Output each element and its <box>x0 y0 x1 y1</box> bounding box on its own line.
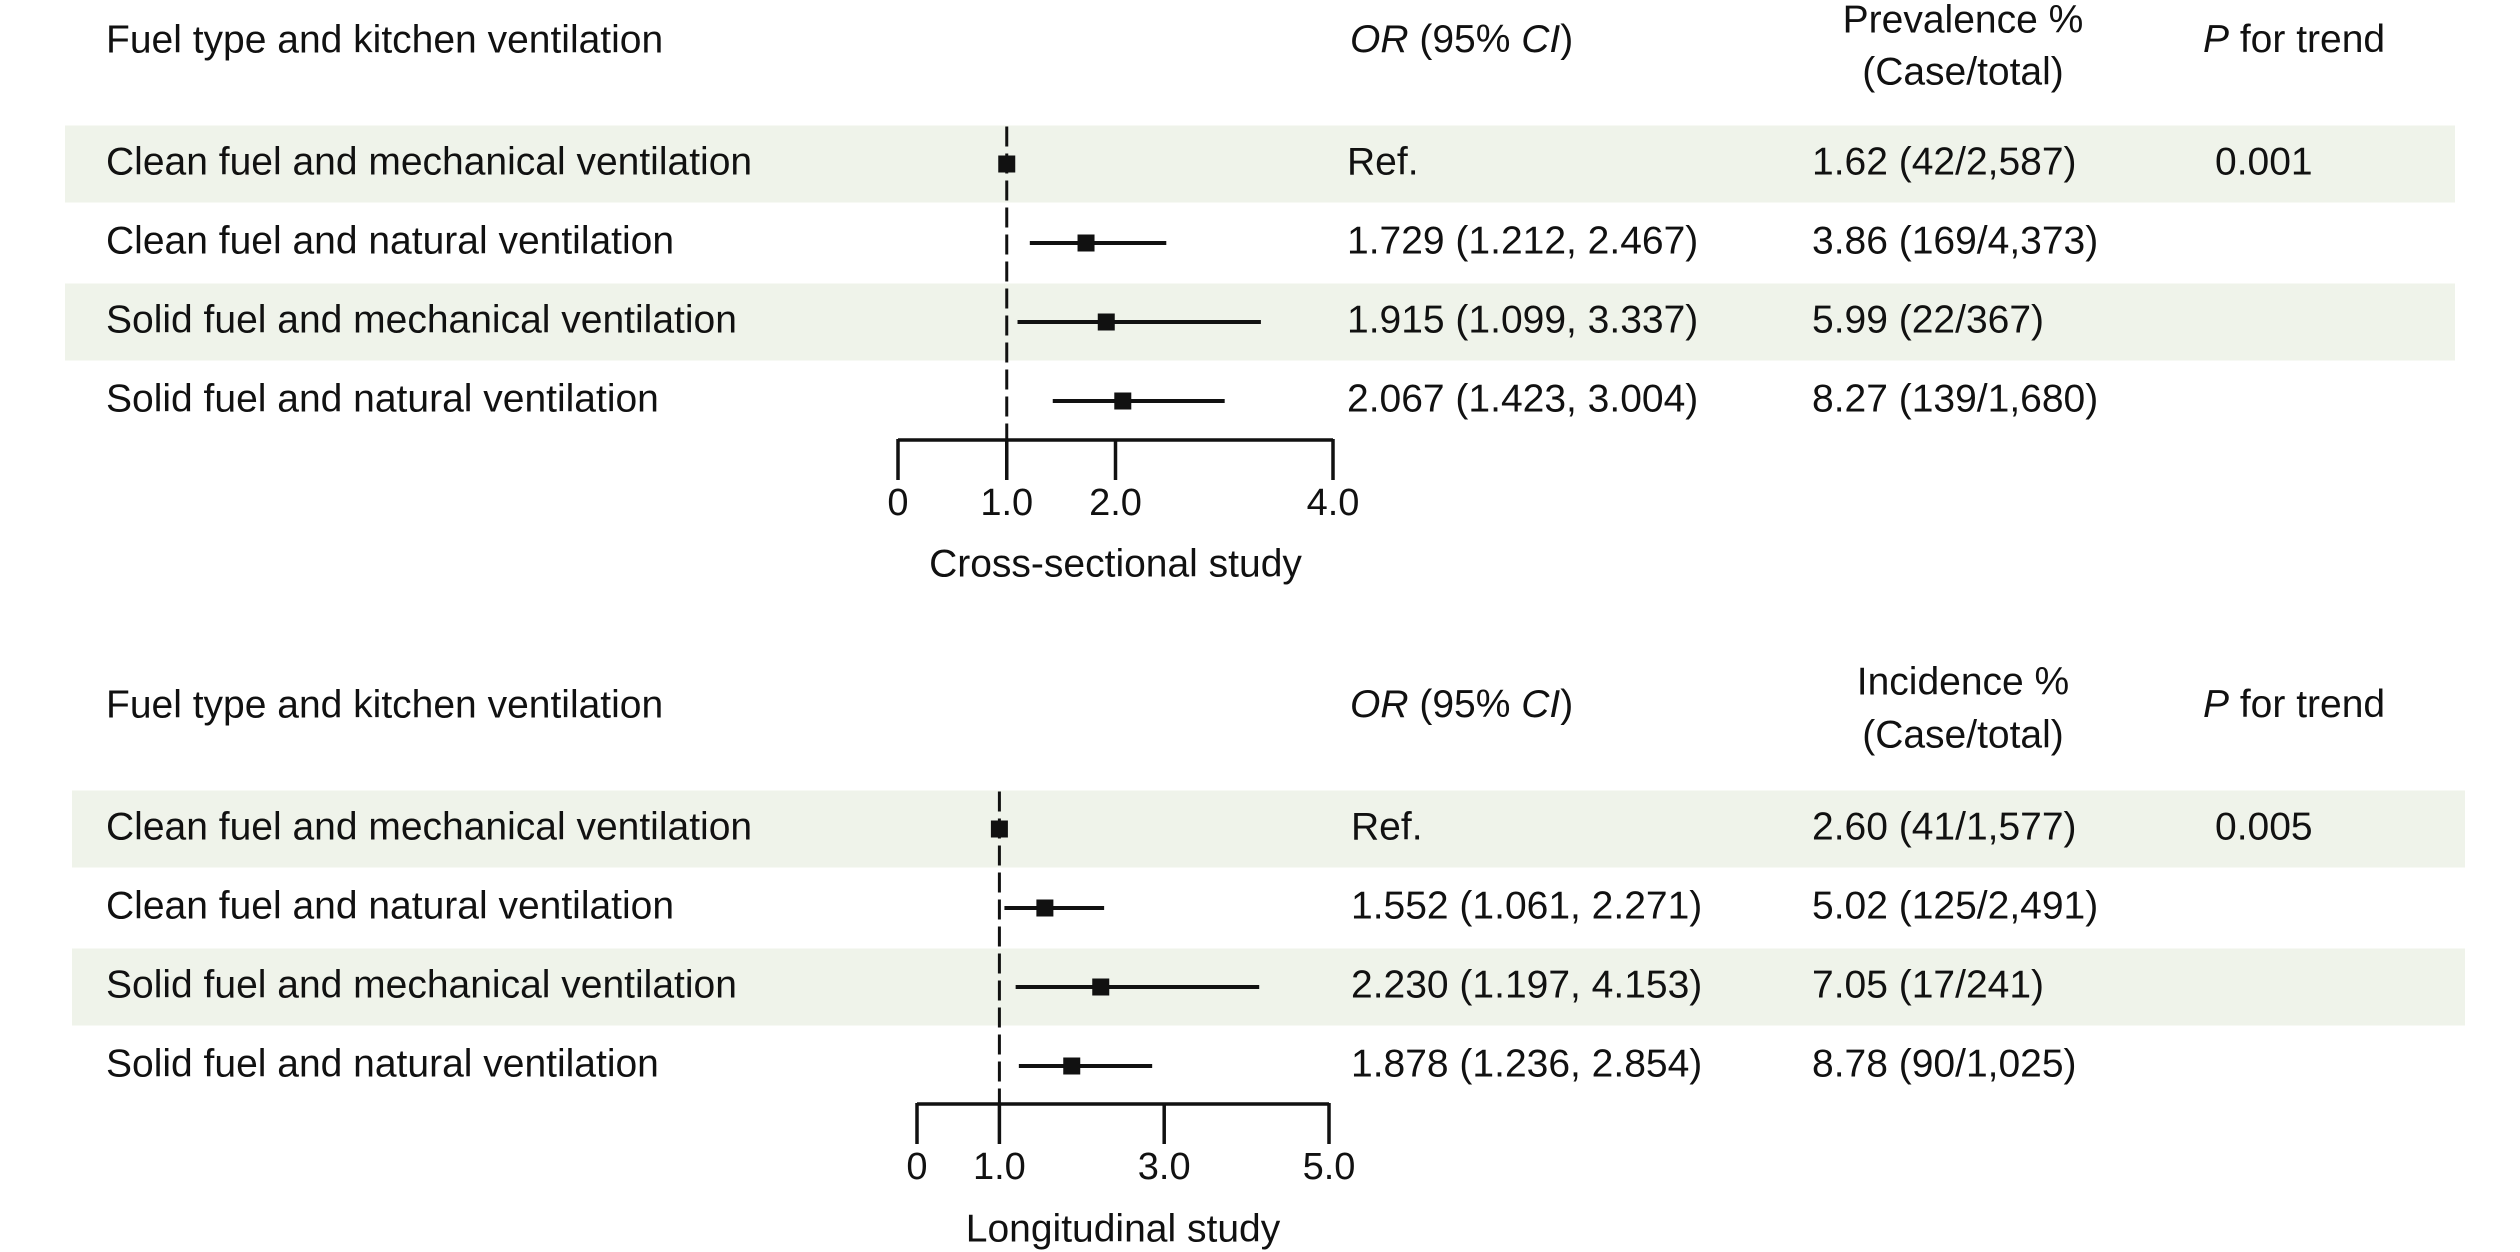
row-or-ci-text: 1.729 (1.212, 2.467) <box>1347 219 1698 262</box>
row-label: Clean fuel and mechanical ventilation <box>106 805 752 848</box>
x-tick-label: 1.0 <box>980 482 1033 524</box>
header-or-column-part-2: CI <box>1521 683 1560 726</box>
row-shading <box>72 948 2465 1026</box>
header-rate-line1: Incidence % <box>1857 660 2069 703</box>
header-or-column-part-0: OR <box>1350 683 1409 726</box>
point-estimate-marker <box>1092 978 1110 996</box>
header-p-trend-part-1: for trend <box>2229 683 2385 726</box>
x-tick-label: 2.0 <box>1089 482 1142 524</box>
row-label: Clean fuel and mechanical ventilation <box>106 140 752 183</box>
point-estimate-marker <box>1036 899 1054 917</box>
row-label: Solid fuel and mechanical ventilation <box>106 298 737 341</box>
row-or-ci-text: Ref. <box>1351 805 1423 848</box>
row-or-ci-text: 1.878 (1.236, 2.854) <box>1351 1042 1702 1085</box>
row-label: Solid fuel and mechanical ventilation <box>106 963 737 1006</box>
x-tick-label: 1.0 <box>973 1146 1026 1188</box>
x-tick-label: 4.0 <box>1307 482 1360 524</box>
header-label-column: Fuel type and kitchen ventilation <box>106 18 663 61</box>
row-or-ci-text: Ref. <box>1347 140 1419 183</box>
x-tick-label: 0 <box>906 1146 927 1188</box>
row-shading <box>72 790 2465 868</box>
row-rate-text: 5.99 (22/367) <box>1812 298 2044 341</box>
header-rate-line2: (Case/total) <box>1862 50 2064 93</box>
x-tick-label: 3.0 <box>1138 1146 1191 1188</box>
x-axis-label: Cross-sectional study <box>929 542 1302 585</box>
point-estimate-marker <box>1063 1057 1081 1075</box>
forest-panel-1: Fuel type and kitchen ventilation OR (95%… <box>65 0 2455 585</box>
row-or-ci-text: 2.230 (1.197, 4.153) <box>1351 963 1702 1006</box>
header-p-trend-part-0: P <box>2203 18 2229 61</box>
point-estimate-marker <box>1097 313 1115 331</box>
header-rate-line1: Prevalence % <box>1843 0 2084 41</box>
header-or-column-part-2: CI <box>1521 18 1560 61</box>
header-or-column-part-0: OR <box>1350 18 1409 61</box>
row-rate-text: 3.86 (169/4,373) <box>1812 219 2098 262</box>
header-or-column-part-1: (95% <box>1409 683 1522 726</box>
header-p-trend-part-1: for trend <box>2229 18 2385 61</box>
row-rate-text: 8.78 (90/1,025) <box>1812 1042 2077 1085</box>
header-p-trend: P for trend <box>2203 18 2385 61</box>
point-estimate-marker <box>1114 392 1132 410</box>
header-or-column-part-1: (95% <box>1409 18 1522 61</box>
row-shading <box>65 125 2455 203</box>
row-or-ci-text: 2.067 (1.423, 3.004) <box>1347 377 1698 420</box>
header-or-column: OR (95% CI) <box>1350 18 1573 61</box>
row-p-trend: 0.001 <box>2215 140 2313 183</box>
x-tick-label: 0 <box>887 482 908 524</box>
header-or-column-part-3: ) <box>1560 683 1573 726</box>
point-estimate-marker <box>998 155 1016 173</box>
row-rate-text: 8.27 (139/1,680) <box>1812 377 2098 420</box>
header-or-column-part-3: ) <box>1560 18 1573 61</box>
row-label: Clean fuel and natural ventilation <box>106 219 674 262</box>
row-label: Solid fuel and natural ventilation <box>106 1042 659 1085</box>
row-or-ci-text: 1.552 (1.061, 2.271) <box>1351 884 1702 927</box>
header-p-trend: P for trend <box>2203 683 2385 726</box>
row-or-ci-text: 1.915 (1.099, 3.337) <box>1347 298 1698 341</box>
header-label-column: Fuel type and kitchen ventilation <box>106 683 663 726</box>
point-estimate-marker <box>990 820 1008 838</box>
row-rate-text: 2.60 (41/1,577) <box>1812 805 2077 848</box>
header-p-trend-part-0: P <box>2203 683 2229 726</box>
row-p-trend: 0.005 <box>2215 805 2313 848</box>
header-or-column: OR (95% CI) <box>1350 683 1573 726</box>
forest-panel-2: Fuel type and kitchen ventilation OR (95%… <box>72 660 2465 1250</box>
row-rate-text: 7.05 (17/241) <box>1812 963 2044 1006</box>
x-tick-label: 5.0 <box>1303 1146 1356 1188</box>
x-axis-label: Longitudinal study <box>966 1207 1281 1250</box>
header-rate-line2: (Case/total) <box>1862 713 2064 756</box>
row-label: Solid fuel and natural ventilation <box>106 377 659 420</box>
row-rate-text: 5.02 (125/2,491) <box>1812 884 2098 927</box>
row-rate-text: 1.62 (42/2,587) <box>1812 140 2077 183</box>
row-label: Clean fuel and natural ventilation <box>106 884 674 927</box>
point-estimate-marker <box>1077 234 1095 252</box>
